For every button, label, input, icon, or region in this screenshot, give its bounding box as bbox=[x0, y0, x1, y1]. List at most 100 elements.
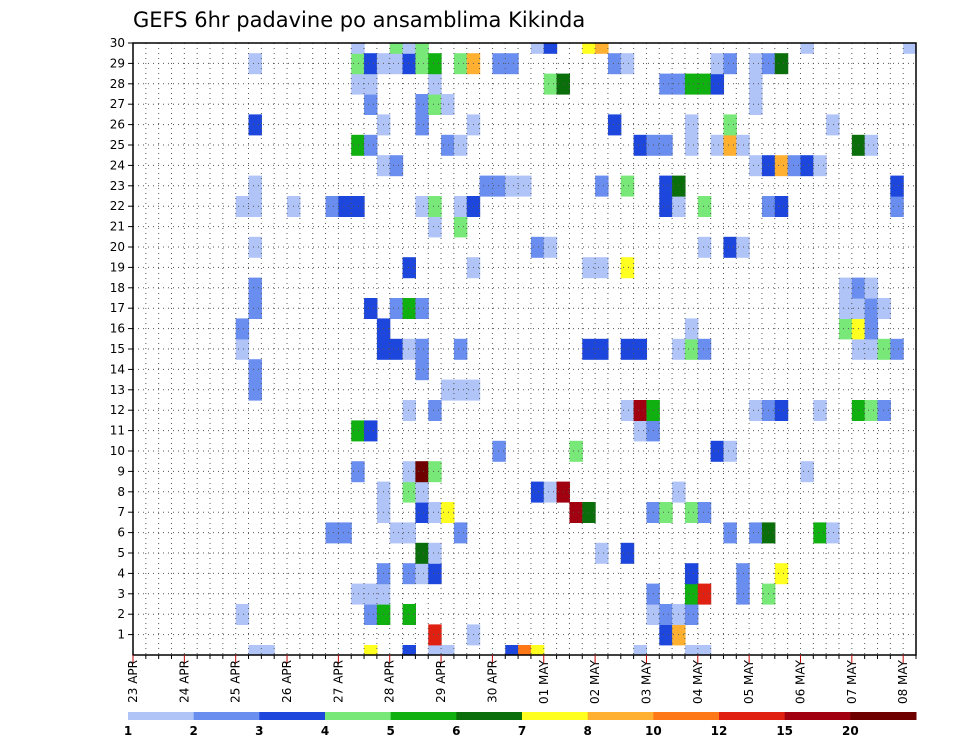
precip-cell bbox=[415, 114, 429, 136]
y-tick-label: 11 bbox=[110, 424, 125, 438]
precip-cell bbox=[248, 645, 262, 656]
dotted-grid bbox=[133, 43, 916, 655]
precip-cell bbox=[595, 338, 609, 360]
precip-cell bbox=[351, 461, 365, 483]
precip-cell bbox=[697, 196, 712, 217]
precip-cell bbox=[364, 53, 378, 75]
precip-cell bbox=[351, 53, 365, 75]
precip-cell bbox=[595, 175, 609, 197]
precip-cell bbox=[710, 440, 725, 462]
precip-cell bbox=[453, 53, 468, 75]
legend-label: 20 bbox=[842, 724, 859, 738]
legend-swatch bbox=[653, 712, 720, 720]
y-tick-label: 7 bbox=[117, 505, 125, 519]
y-tick-label: 12 bbox=[110, 403, 125, 417]
precip-cell bbox=[723, 53, 737, 75]
precip-cell bbox=[428, 53, 442, 75]
precip-cell bbox=[697, 73, 712, 95]
precip-cell bbox=[684, 134, 699, 156]
legend-label: 2 bbox=[189, 724, 197, 738]
precip-cell bbox=[351, 73, 365, 95]
x-tick-label: 06 MAY bbox=[793, 659, 807, 704]
legend-swatch bbox=[850, 712, 917, 720]
precip-cell bbox=[389, 53, 404, 75]
precip-cell bbox=[428, 563, 442, 585]
precip-cell bbox=[800, 155, 814, 177]
precip-cell bbox=[415, 94, 429, 115]
precip-cell bbox=[813, 400, 827, 421]
precip-cell bbox=[453, 379, 468, 401]
precip-cell bbox=[620, 542, 635, 564]
y-tick-label: 6 bbox=[117, 526, 125, 540]
precip-cell bbox=[248, 379, 262, 401]
precip-cell bbox=[402, 400, 416, 421]
legend-label: 1 bbox=[124, 724, 132, 738]
precip-cell bbox=[659, 73, 673, 95]
precip-cell bbox=[248, 277, 262, 299]
precip-cell bbox=[684, 114, 699, 136]
precip-cell bbox=[492, 53, 506, 75]
precip-cell bbox=[415, 359, 429, 381]
legend-swatch bbox=[390, 712, 457, 720]
precip-cell bbox=[530, 236, 545, 258]
precip-cell bbox=[248, 196, 262, 217]
precip-cell bbox=[415, 53, 429, 75]
precip-cell bbox=[800, 461, 814, 483]
precip-cell bbox=[453, 522, 468, 544]
precip-cell bbox=[864, 277, 879, 299]
precip-cell bbox=[235, 604, 250, 625]
legend-swatch bbox=[193, 712, 260, 720]
x-tick-label: 04 MAY bbox=[691, 659, 705, 704]
precip-cell bbox=[595, 43, 609, 54]
precip-cell bbox=[389, 155, 404, 177]
precip-cell bbox=[235, 196, 250, 217]
precip-cell bbox=[697, 583, 712, 605]
precip-cell bbox=[787, 155, 802, 177]
precip-cell bbox=[351, 43, 365, 54]
legend-label: 7 bbox=[518, 724, 526, 738]
precip-cell bbox=[813, 155, 827, 177]
precip-cell bbox=[402, 338, 416, 360]
precip-cell bbox=[415, 481, 429, 503]
precip-cell bbox=[697, 338, 712, 360]
precip-cell bbox=[684, 645, 699, 656]
x-tick-label: 05 MAY bbox=[742, 659, 756, 704]
precip-cell bbox=[864, 298, 879, 319]
precip-cell bbox=[428, 400, 442, 421]
legend-label: 5 bbox=[386, 724, 394, 738]
precip-cell bbox=[415, 196, 429, 217]
legend-swatch bbox=[587, 712, 654, 720]
precip-cell bbox=[415, 338, 429, 360]
precip-cell bbox=[402, 645, 416, 656]
precip-cell bbox=[428, 94, 442, 115]
precip-cell bbox=[774, 155, 789, 177]
precip-cell bbox=[620, 400, 635, 421]
precip-cell bbox=[633, 134, 648, 156]
precip-cell bbox=[749, 522, 763, 544]
y-tick-label: 28 bbox=[110, 77, 125, 91]
precip-cell bbox=[235, 338, 250, 360]
precip-cell bbox=[428, 196, 442, 217]
precip-cell bbox=[415, 502, 429, 523]
precip-cell bbox=[633, 645, 648, 656]
precip-cell bbox=[659, 624, 673, 646]
precip-cell bbox=[749, 73, 763, 95]
precip-cell bbox=[518, 645, 532, 656]
precip-cell bbox=[620, 53, 635, 75]
precip-cell bbox=[364, 298, 378, 319]
precip-cell bbox=[415, 542, 429, 564]
precip-cell bbox=[505, 645, 519, 656]
precip-cell bbox=[402, 522, 416, 544]
precip-cell bbox=[389, 43, 404, 54]
precip-cell bbox=[248, 175, 262, 197]
precip-cell bbox=[364, 420, 378, 442]
precip-cell bbox=[710, 53, 725, 75]
precip-cell bbox=[338, 196, 352, 217]
precip-cell bbox=[248, 53, 262, 75]
precip-cell bbox=[325, 196, 339, 217]
y-tick-label: 29 bbox=[110, 56, 125, 70]
y-tick-label: 2 bbox=[117, 607, 125, 621]
precip-cell bbox=[428, 502, 442, 523]
precip-cell bbox=[428, 73, 442, 95]
precip-cell bbox=[261, 645, 275, 656]
